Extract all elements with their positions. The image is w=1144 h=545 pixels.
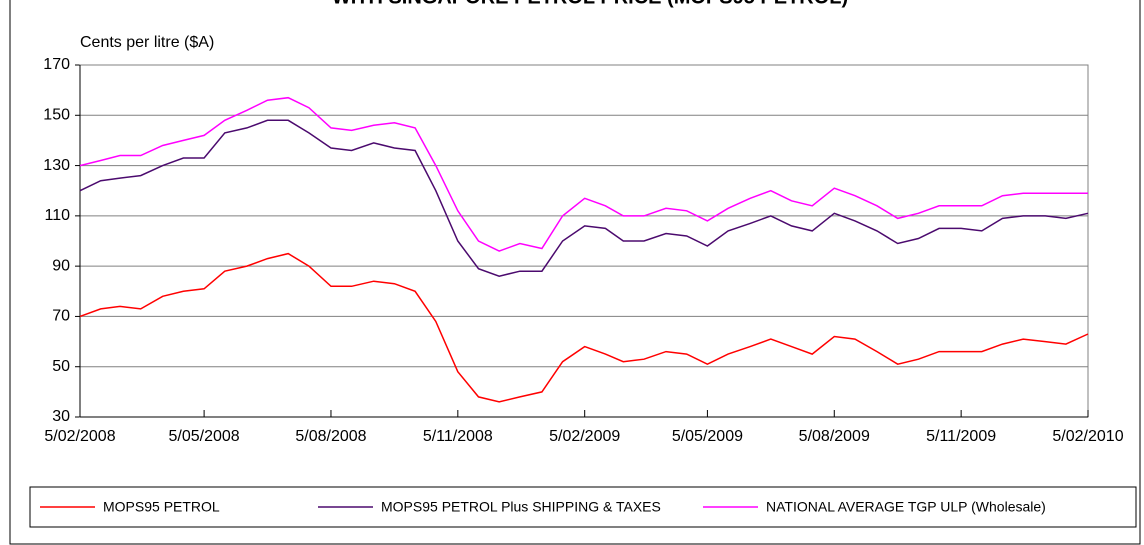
chart-border xyxy=(9,0,1141,545)
x-tick-label: 5/05/2009 xyxy=(672,428,743,445)
x-tick-label: 5/11/2008 xyxy=(423,428,493,445)
chart-title: WITH SINGAPORE PETROL PRICE (MOPS95 PETR… xyxy=(332,0,848,8)
x-tick-label: 5/05/2008 xyxy=(169,428,240,445)
series-line xyxy=(79,96,1088,252)
y-tick-label: 70 xyxy=(52,308,70,325)
y-tick-label: 90 xyxy=(52,257,70,274)
x-tick-label: 5/02/2010 xyxy=(1052,428,1123,445)
y-tick-label: 30 xyxy=(52,408,70,425)
y-tick-label: 170 xyxy=(43,56,70,73)
x-tick-label: 5/08/2008 xyxy=(295,428,366,445)
y-axis-label: Cents per litre ($A) xyxy=(80,34,214,51)
x-tick-label: 5/02/2008 xyxy=(44,428,115,445)
legend-label: MOPS95 PETROL Plus SHIPPING & TAXES xyxy=(381,499,661,515)
legend-label: NATIONAL AVERAGE TGP ULP (Wholesale) xyxy=(766,499,1046,515)
y-tick-label: 110 xyxy=(44,207,70,224)
y-tick-label: 50 xyxy=(52,358,70,375)
y-tick-label: 130 xyxy=(43,157,70,174)
legend-label: MOPS95 PETROL xyxy=(103,499,220,515)
x-tick-label: 5/11/2009 xyxy=(926,428,996,445)
series-line xyxy=(79,252,1089,403)
series-line xyxy=(79,119,1089,277)
x-tick-label: 5/02/2009 xyxy=(549,428,620,445)
y-tick-label: 150 xyxy=(43,107,70,124)
legend-box xyxy=(29,486,1137,528)
x-tick-label: 5/08/2009 xyxy=(799,428,870,445)
